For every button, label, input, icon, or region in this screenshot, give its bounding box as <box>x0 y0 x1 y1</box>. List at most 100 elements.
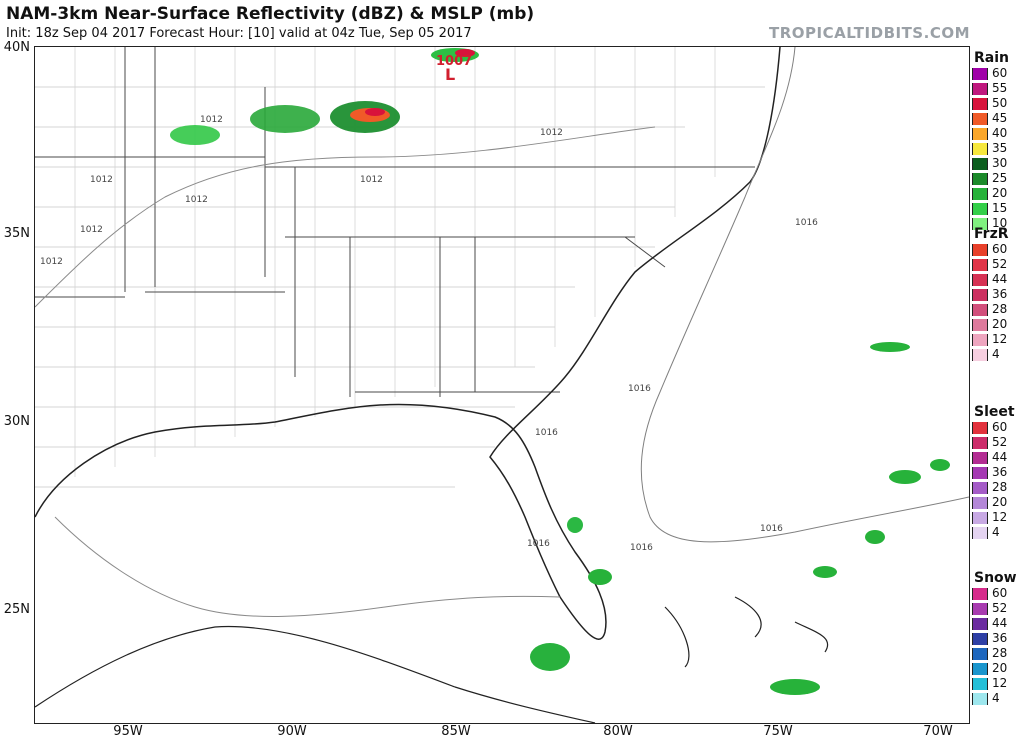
legend-value: 60 <box>992 242 1008 256</box>
legend-item: 36 <box>972 465 1024 479</box>
legend-value: 20 <box>992 186 1008 200</box>
legend-item: 44 <box>972 450 1024 464</box>
legend-swatch <box>972 218 988 230</box>
legend-item: 20 <box>972 661 1024 675</box>
state-borders <box>35 47 755 397</box>
legend-swatch <box>972 188 988 200</box>
legend-title: FrzR <box>974 226 1009 242</box>
legend-value: 28 <box>992 480 1008 494</box>
x-tick-75w: 75W <box>763 724 793 739</box>
legend-item: 52 <box>972 257 1024 271</box>
legend-item: 40 <box>972 126 1024 140</box>
legend-item: 44 <box>972 272 1024 286</box>
legend-value: 20 <box>992 317 1008 331</box>
legend-title: Rain <box>974 50 1009 66</box>
legend-item: 55 <box>972 81 1024 95</box>
isobar-label: 1012 <box>540 128 563 138</box>
legend-value: 30 <box>992 156 1008 170</box>
y-tick-30n: 30N <box>3 414 30 429</box>
legend-item: 4 <box>972 691 1024 705</box>
coastline <box>35 47 829 723</box>
isobar-label: 1012 <box>80 225 103 235</box>
legend-value: 35 <box>992 141 1008 155</box>
legend-value: 20 <box>992 661 1008 675</box>
legend-swatch <box>972 173 988 185</box>
isobar-label: 1016 <box>527 539 550 549</box>
site-brand: TROPICALTIDBITS.COM <box>769 24 970 42</box>
legend-swatch <box>972 693 988 705</box>
legend-swatch <box>972 244 988 256</box>
legend-swatch <box>972 422 988 434</box>
weather-map: 1012 1012 1012 1012 1012 1012 1012 1016 … <box>34 46 970 724</box>
legend-item: 44 <box>972 616 1024 630</box>
y-tick-25n: 25N <box>3 602 30 617</box>
legend-value: 12 <box>992 676 1008 690</box>
legend-item: 60 <box>972 420 1024 434</box>
legend-swatch <box>972 68 988 80</box>
legend-value: 36 <box>992 465 1008 479</box>
legend-value: 44 <box>992 450 1008 464</box>
legend-value: 36 <box>992 287 1008 301</box>
legend-item: 50 <box>972 96 1024 110</box>
legend-swatch <box>972 527 988 539</box>
isobar-label: 1016 <box>535 428 558 438</box>
isobar-label: 1016 <box>760 524 783 534</box>
legend-value: 4 <box>992 525 1000 539</box>
isobar-label: 1012 <box>90 175 113 185</box>
legend-value: 40 <box>992 126 1008 140</box>
isobar-label: 1012 <box>200 115 223 125</box>
x-tick-80w: 80W <box>603 724 633 739</box>
legend-value: 25 <box>992 171 1008 185</box>
legend-value: 44 <box>992 616 1008 630</box>
reflectivity-echoes <box>170 48 950 695</box>
legend-swatch <box>972 203 988 215</box>
legend-value: 60 <box>992 586 1008 600</box>
legend-swatch <box>972 633 988 645</box>
legend-title: Snow <box>974 570 1017 586</box>
legend-swatch <box>972 259 988 271</box>
isobar-label: 1012 <box>360 175 383 185</box>
legend-item: 52 <box>972 435 1024 449</box>
legend-value: 55 <box>992 81 1008 95</box>
legend-item: 60 <box>972 586 1024 600</box>
legend-swatch <box>972 512 988 524</box>
x-tick-70w: 70W <box>923 724 953 739</box>
low-pressure-center: 1007 L <box>436 54 472 84</box>
legend-item: 28 <box>972 646 1024 660</box>
chart-header: NAM-3km Near-Surface Reflectivity (dBZ) … <box>0 0 1024 44</box>
legend-swatch <box>972 618 988 630</box>
legend-swatch <box>972 648 988 660</box>
x-tick-85w: 85W <box>441 724 471 739</box>
legend-item: 28 <box>972 480 1024 494</box>
legend-item: 28 <box>972 302 1024 316</box>
legend-swatch <box>972 113 988 125</box>
legend-swatch <box>972 83 988 95</box>
legend-item: 60 <box>972 242 1024 256</box>
legend-value: 28 <box>992 646 1008 660</box>
legend-swatch <box>972 603 988 615</box>
legend-swatch <box>972 678 988 690</box>
legend-item: 10 <box>972 216 1024 230</box>
legend-item: 36 <box>972 287 1024 301</box>
legend-value: 36 <box>992 631 1008 645</box>
legend-value: 28 <box>992 302 1008 316</box>
legend-swatch <box>972 304 988 316</box>
isobar-label: 1012 <box>185 195 208 205</box>
legend-item: 36 <box>972 631 1024 645</box>
legend-value: 52 <box>992 435 1008 449</box>
legend-value: 45 <box>992 111 1008 125</box>
legend-item: 12 <box>972 332 1024 346</box>
legend-swatch <box>972 98 988 110</box>
low-pressure-value: 1007 <box>436 54 472 69</box>
legend-item: 12 <box>972 510 1024 524</box>
isobar-label: 1016 <box>630 543 653 553</box>
legend-value: 60 <box>992 420 1008 434</box>
isobar-label: 1012 <box>40 257 63 267</box>
legend-swatch <box>972 319 988 331</box>
legend-item: 20 <box>972 317 1024 331</box>
x-tick-90w: 90W <box>277 724 307 739</box>
legend-value: 44 <box>992 272 1008 286</box>
legend-item: 25 <box>972 171 1024 185</box>
legend-value: 15 <box>992 201 1008 215</box>
legend-swatch <box>972 437 988 449</box>
